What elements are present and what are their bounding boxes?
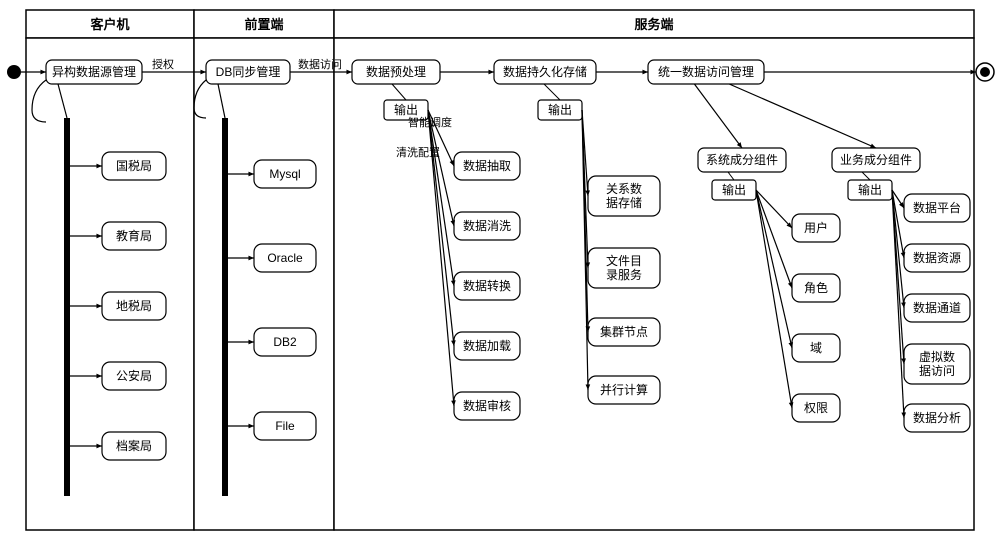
client-item	[102, 362, 166, 390]
biz-item	[904, 244, 970, 272]
persist-item	[588, 318, 660, 346]
sys-item	[792, 274, 840, 302]
sys-item	[792, 334, 840, 362]
svg-text:智能调度: 智能调度	[408, 115, 452, 129]
preproc-item	[454, 272, 520, 300]
biz-item	[904, 344, 970, 384]
persist-item	[588, 376, 660, 404]
preproc-item	[454, 332, 520, 360]
front-item	[254, 412, 316, 440]
svg-text:服务端: 服务端	[634, 17, 673, 32]
node-out2	[538, 100, 582, 120]
node-preproc	[352, 60, 440, 84]
lane-body-front	[194, 38, 334, 530]
persist-item	[588, 176, 660, 216]
node-out4	[848, 180, 892, 200]
biz-item	[904, 194, 970, 222]
node-biz_comp	[832, 148, 920, 172]
preproc-item	[454, 212, 520, 240]
biz-item	[904, 404, 970, 432]
node-dbsync	[206, 60, 290, 84]
node-sys_comp	[698, 148, 786, 172]
svg-text:数据访问: 数据访问	[298, 57, 342, 71]
persist-item	[588, 248, 660, 288]
front-fork-bar	[222, 118, 228, 496]
preproc-item	[454, 152, 520, 180]
client-fork-bar	[64, 118, 70, 496]
node-out3	[712, 180, 756, 200]
front-item	[254, 244, 316, 272]
svg-text:授权: 授权	[152, 57, 174, 71]
preproc-item	[454, 392, 520, 420]
client-item	[102, 222, 166, 250]
front-item	[254, 328, 316, 356]
node-persist	[494, 60, 596, 84]
biz-item	[904, 294, 970, 322]
sys-item	[792, 214, 840, 242]
front-item	[254, 160, 316, 188]
node-hetero	[46, 60, 142, 84]
start-node	[7, 65, 21, 79]
svg-text:前置端: 前置端	[244, 17, 283, 32]
client-item	[102, 292, 166, 320]
svg-text:客户机: 客户机	[90, 17, 129, 32]
sys-item	[792, 394, 840, 422]
client-item	[102, 432, 166, 460]
node-unified	[648, 60, 764, 84]
svg-text:清洗配置: 清洗配置	[396, 146, 440, 159]
client-item	[102, 152, 166, 180]
